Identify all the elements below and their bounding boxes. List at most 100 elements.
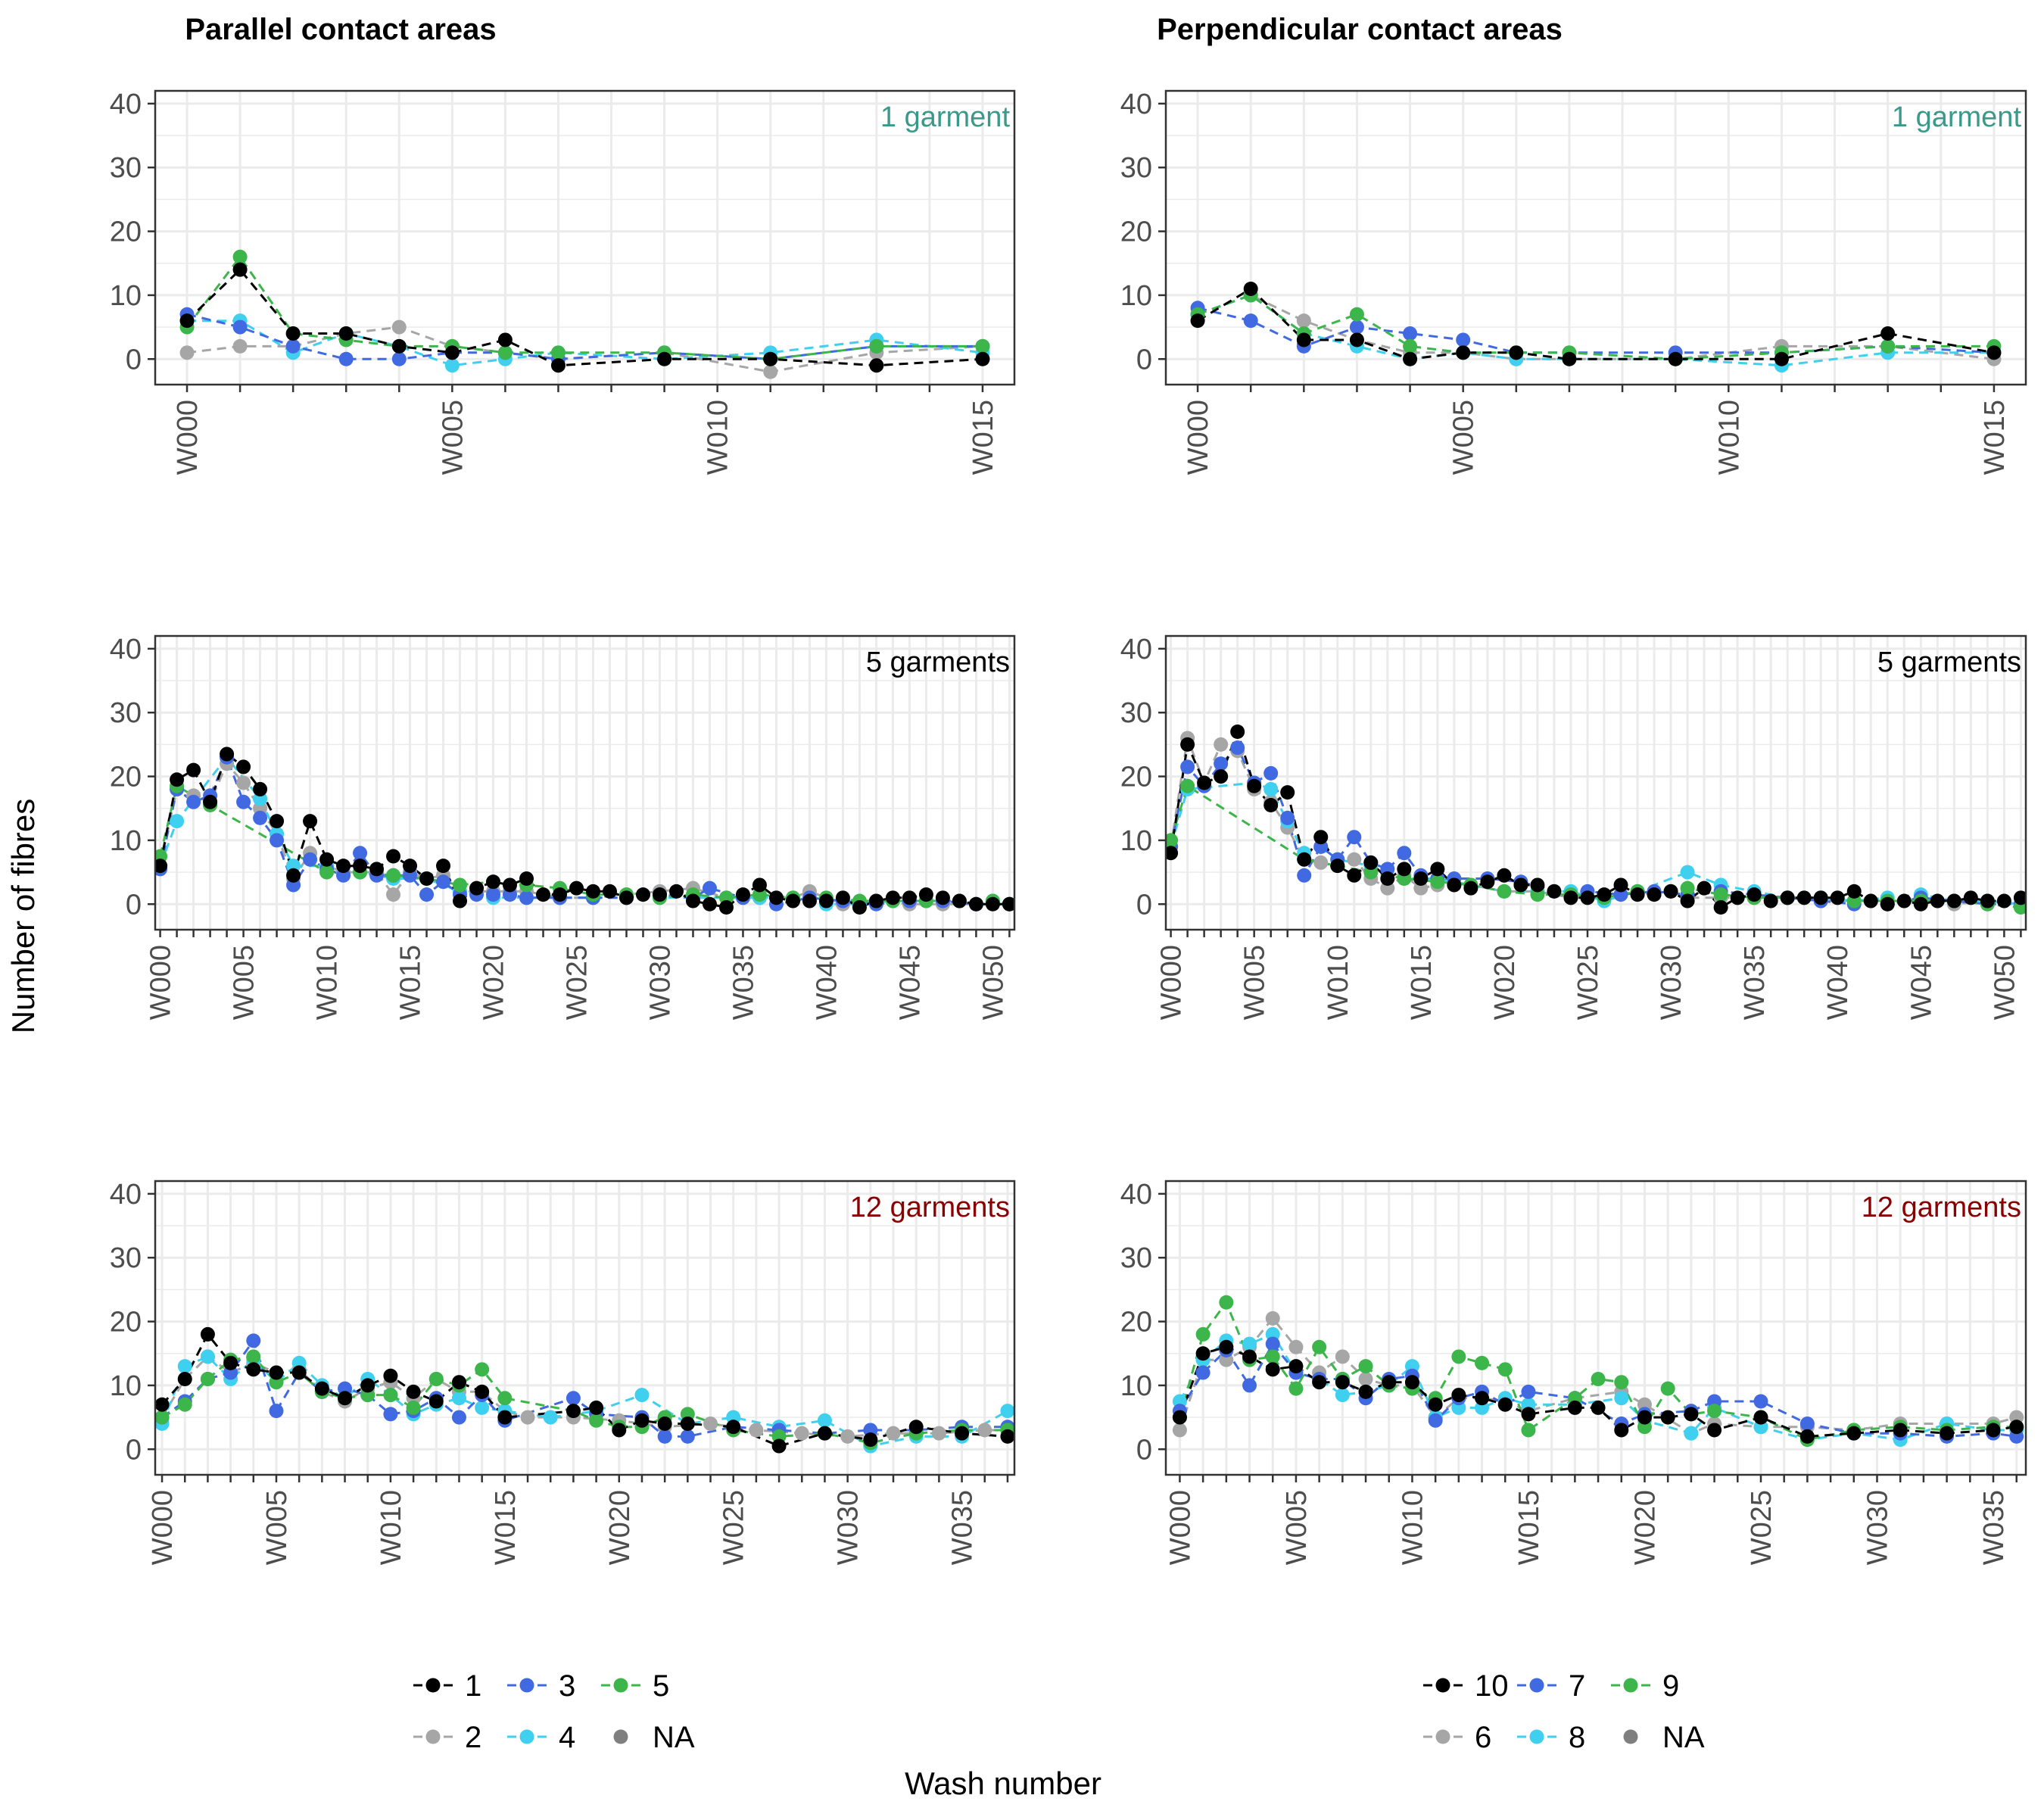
data-point xyxy=(1647,887,1662,902)
x-tick-label: W045 xyxy=(1905,945,1937,1020)
data-point xyxy=(1288,1359,1304,1374)
data-point xyxy=(232,319,248,335)
legend-key-point xyxy=(613,1729,628,1744)
data-point xyxy=(768,890,784,905)
data-point xyxy=(835,890,850,905)
panel-right-5: 0 10 20 30 40 W000 W005 W010 W015 W020 W025 W030 W03… xyxy=(1120,634,2027,1020)
data-point xyxy=(1746,887,1762,902)
x-tick-label: W005 xyxy=(261,1490,293,1565)
y-tick-label: 30 xyxy=(110,697,142,729)
data-point xyxy=(569,880,584,896)
y-tick-label: 10 xyxy=(1120,280,1152,312)
data-point xyxy=(543,1410,558,1425)
data-point xyxy=(886,1426,901,1441)
data-point xyxy=(1403,351,1418,366)
data-point xyxy=(1480,874,1495,890)
data-point xyxy=(1753,1410,1768,1425)
data-point xyxy=(763,351,778,366)
y-tick-label: 20 xyxy=(110,1307,142,1339)
x-tick-label: W035 xyxy=(728,945,759,1020)
data-point xyxy=(519,871,534,887)
panel-border xyxy=(1164,634,2027,931)
data-point xyxy=(1428,1397,1443,1412)
series-group xyxy=(155,1326,1014,1454)
x-tick-label: W000 xyxy=(147,1490,179,1565)
data-point xyxy=(186,794,201,809)
x-tick-label: W035 xyxy=(1978,1490,2010,1565)
x-tick-label: W015 xyxy=(395,945,427,1020)
y-tick-label: 0 xyxy=(1136,1434,1152,1466)
data-point xyxy=(977,1423,992,1438)
data-point xyxy=(908,1420,924,1435)
x-tick-label: W010 xyxy=(1397,1490,1429,1565)
data-point xyxy=(902,890,917,905)
data-point xyxy=(1893,1423,1908,1438)
data-point xyxy=(1297,868,1312,883)
legend-key-point xyxy=(425,1729,441,1744)
x-tick-label: W050 xyxy=(1989,945,2021,1020)
x-tick-label: W015 xyxy=(1979,400,2011,475)
data-point xyxy=(486,887,501,902)
data-point xyxy=(1513,877,1528,893)
data-point xyxy=(200,1349,215,1364)
x-tick-label: W020 xyxy=(478,945,510,1020)
data-point xyxy=(1684,1407,1699,1422)
data-point xyxy=(177,1371,192,1386)
panels: 0 10 20 30 40 W000 W005 W010 W015 1 garment 0 10 20 3… xyxy=(110,89,2027,1565)
data-point xyxy=(497,332,513,348)
data-point xyxy=(1380,871,1395,887)
data-point xyxy=(453,893,468,908)
data-point xyxy=(360,1378,375,1393)
data-point xyxy=(291,1365,307,1380)
data-point xyxy=(585,884,600,899)
data-point xyxy=(444,345,460,360)
data-point xyxy=(1166,846,1179,861)
data-point xyxy=(1335,1349,1350,1364)
legend-label: 1 xyxy=(465,1669,481,1703)
data-point xyxy=(475,1362,490,1377)
data-point xyxy=(1963,890,1978,905)
legend-item: 10 xyxy=(1423,1669,1509,1703)
legend-item: 8 xyxy=(1517,1721,1585,1754)
data-point xyxy=(497,1391,513,1406)
panel-border xyxy=(154,1180,1016,1476)
series-line xyxy=(1178,1316,2018,1435)
data-point xyxy=(1996,893,2011,908)
data-point xyxy=(1397,846,1412,861)
data-point xyxy=(1403,338,1418,354)
data-point xyxy=(985,896,1000,912)
data-point xyxy=(840,1429,855,1444)
data-point xyxy=(177,1359,192,1374)
data-point xyxy=(802,893,817,908)
legend-item: NA xyxy=(1623,1721,1705,1754)
data-point xyxy=(1980,893,1995,908)
data-point xyxy=(1265,1311,1280,1326)
legend-key-point xyxy=(519,1729,534,1744)
x-tick-label: W030 xyxy=(833,1490,865,1565)
series-line xyxy=(159,752,1010,909)
data-point xyxy=(1530,877,1545,893)
data-point xyxy=(1880,896,1895,912)
data-point xyxy=(220,746,235,762)
data-point xyxy=(1684,1426,1699,1441)
data-point xyxy=(1313,830,1329,845)
data-point xyxy=(1497,1397,1513,1412)
data-point xyxy=(486,874,501,890)
data-point xyxy=(1242,1378,1257,1393)
data-point xyxy=(1896,893,1912,908)
data-point xyxy=(353,846,368,861)
panel-annotation: 1 garment xyxy=(1892,101,2022,133)
data-point xyxy=(536,887,551,902)
data-point xyxy=(763,364,778,379)
data-point xyxy=(952,893,967,908)
data-point xyxy=(1180,778,1195,793)
data-point xyxy=(1497,1362,1513,1377)
data-point xyxy=(419,871,435,887)
data-point xyxy=(885,890,900,905)
data-point xyxy=(566,1404,581,1419)
data-point xyxy=(1312,1375,1327,1390)
series-group xyxy=(1172,1295,2024,1448)
x-tick-label: W005 xyxy=(1239,945,1271,1020)
data-point xyxy=(1497,868,1512,883)
data-point xyxy=(1219,1295,1234,1310)
